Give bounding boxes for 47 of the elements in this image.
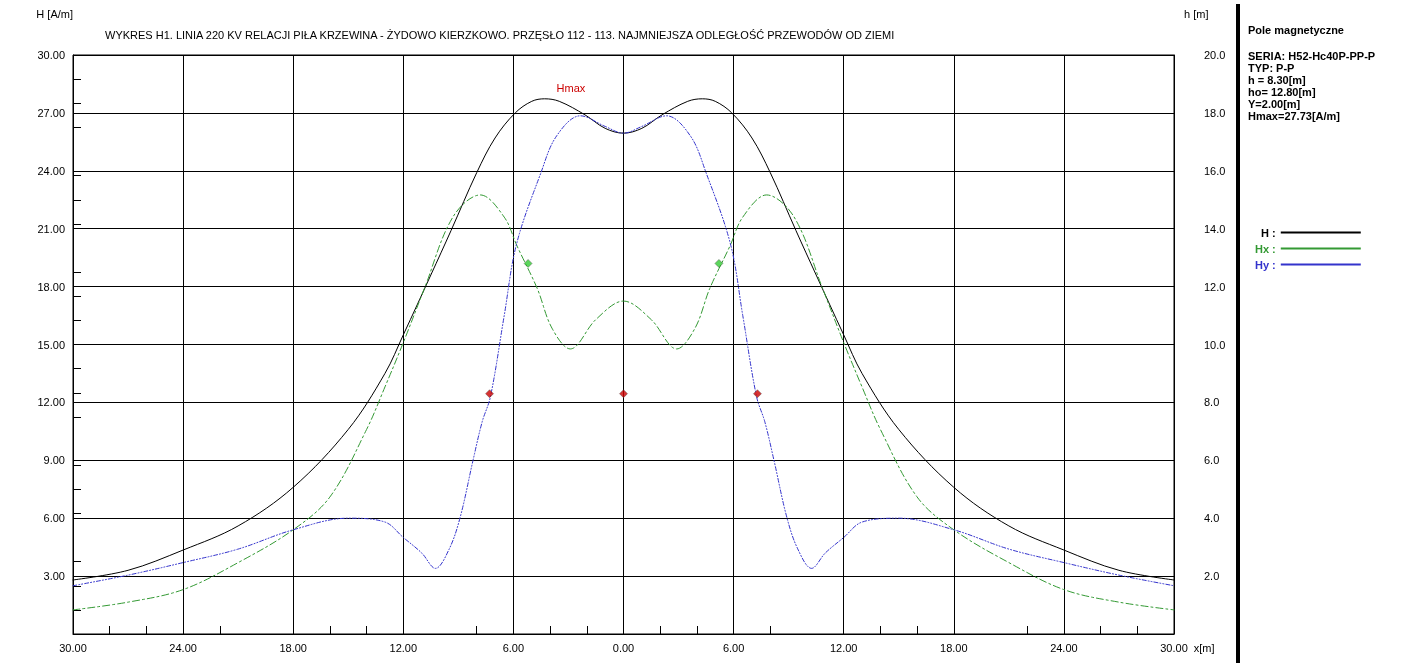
x-tick-label: 6.00 — [722, 641, 745, 654]
y-tick-label: 21.00 — [37, 222, 65, 235]
text: Hx : — [1255, 242, 1276, 255]
text: Hmax=27.73[A/m] — [1248, 110, 1342, 122]
x-tick-label: 12.00 — [829, 641, 858, 654]
text: Pole magnetyczne — [1248, 24, 1345, 36]
text: H : — [1261, 226, 1276, 239]
x-tick-label: 24.00 — [169, 641, 197, 654]
x-axis-title: x[m] — [1193, 641, 1215, 654]
x-tick-label: 18.00 — [940, 641, 968, 654]
y2-tick-label: 20.0 — [1204, 49, 1226, 61]
text: TYP: P-P — [1248, 62, 1296, 74]
y-tick-label: 9.00 — [43, 454, 65, 467]
text: ho= 12.80[m] — [1248, 86, 1317, 98]
y2-axis-title: h [m] — [1184, 7, 1209, 20]
x-tick-label: 12.00 — [389, 641, 418, 654]
y-tick-label: 27.00 — [37, 106, 65, 119]
y2-tick-label: 12.0 — [1204, 280, 1226, 293]
y2-tick-label: 4.0 — [1204, 512, 1220, 525]
y-tick-label: 18.00 — [37, 280, 65, 293]
y-tick-label: 24.00 — [37, 164, 65, 177]
x-tick-label: 6.00 — [502, 641, 525, 654]
text: h = 8.30[m] — [1248, 74, 1307, 86]
y2-tick-label: 2.0 — [1204, 570, 1220, 583]
y2-tick-label: 10.0 — [1204, 338, 1226, 351]
x-tick-label: 30.00 — [59, 641, 87, 654]
x-tick-label: 0.00 — [612, 641, 635, 654]
y-tick-label: 30.00 — [37, 49, 65, 61]
text: Hy : — [1255, 258, 1276, 271]
x-tick-label: 30.00 — [1160, 641, 1188, 654]
y-axis-title: H [A/m] — [36, 7, 73, 20]
y2-tick-label: 8.0 — [1204, 396, 1220, 409]
text: SERIA: H52-Hc40P-PP-P — [1248, 50, 1377, 62]
y2-tick-label: 18.0 — [1204, 106, 1226, 119]
x-tick-label: 18.00 — [279, 641, 307, 654]
y-tick-label: 15.00 — [37, 338, 65, 351]
y-tick-label: 12.00 — [37, 396, 65, 409]
y-tick-label: 6.00 — [43, 512, 65, 525]
y2-tick-label: 6.0 — [1204, 454, 1220, 467]
annotation: Hmax — [556, 82, 586, 95]
line-series — [72, 194, 1175, 611]
x-tick-label: 24.00 — [1050, 641, 1078, 654]
y2-tick-label: 14.0 — [1204, 222, 1226, 235]
text: Y=2.00[m] — [1248, 98, 1302, 110]
chart-title: WYKRES H1. LINIA 220 KV RELACJI PIŁA KRZEWINA - ŻYDOWO KIERZKOWO. PRZĘSŁO 112 - 113. NAJMNIEJSZA ODLEGŁOŚĆ PRZEWODÓW OD ZIEMI — [105, 28, 895, 41]
y-tick-label: 3.00 — [43, 570, 65, 583]
y2-tick-label: 16.0 — [1204, 164, 1226, 177]
